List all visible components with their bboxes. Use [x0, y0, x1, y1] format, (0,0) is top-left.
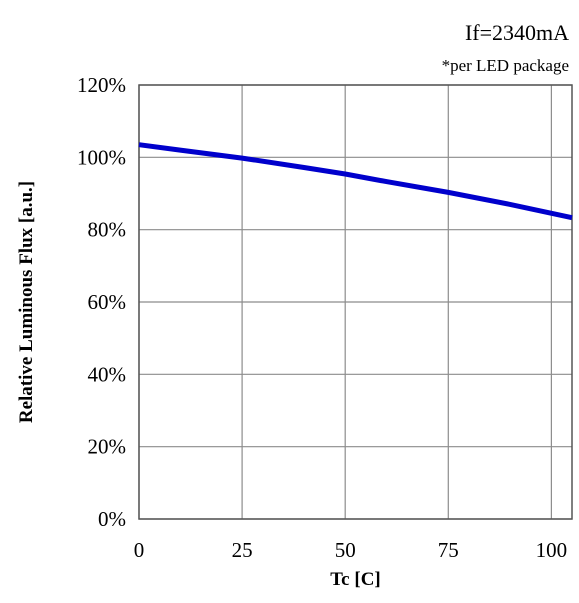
y-tick-label: 20% — [88, 435, 127, 459]
series-layer — [138, 142, 573, 221]
y-tick-label: 60% — [88, 290, 127, 314]
series-line — [138, 142, 573, 221]
note-label: *per LED package — [442, 56, 569, 75]
x-axis-title: Tc [C] — [330, 569, 381, 590]
x-tick-label: 100 — [536, 538, 568, 562]
y-tick-label: 120% — [77, 73, 126, 97]
y-tick-label: 40% — [88, 362, 127, 386]
x-tick-labels: 0 25 50 75 100 — [134, 538, 567, 562]
plot-frame — [138, 84, 573, 520]
y-tick-label: 100% — [77, 145, 126, 169]
grid-layer — [138, 84, 572, 520]
x-tick-label: 25 — [232, 538, 253, 562]
y-tick-labels: 0% 20% 40% 60% 80% 100% 120% — [77, 73, 126, 531]
x-tick-label: 50 — [335, 538, 356, 562]
x-tick-label: 0 — [134, 538, 145, 562]
y-axis-title: Relative Luminous Flux [a.u.] — [16, 181, 37, 423]
y-tick-label: 0% — [98, 507, 126, 531]
y-tick-label: 80% — [88, 218, 127, 242]
x-tick-label: 75 — [438, 538, 459, 562]
condition-label: If=2340mA — [465, 20, 569, 45]
